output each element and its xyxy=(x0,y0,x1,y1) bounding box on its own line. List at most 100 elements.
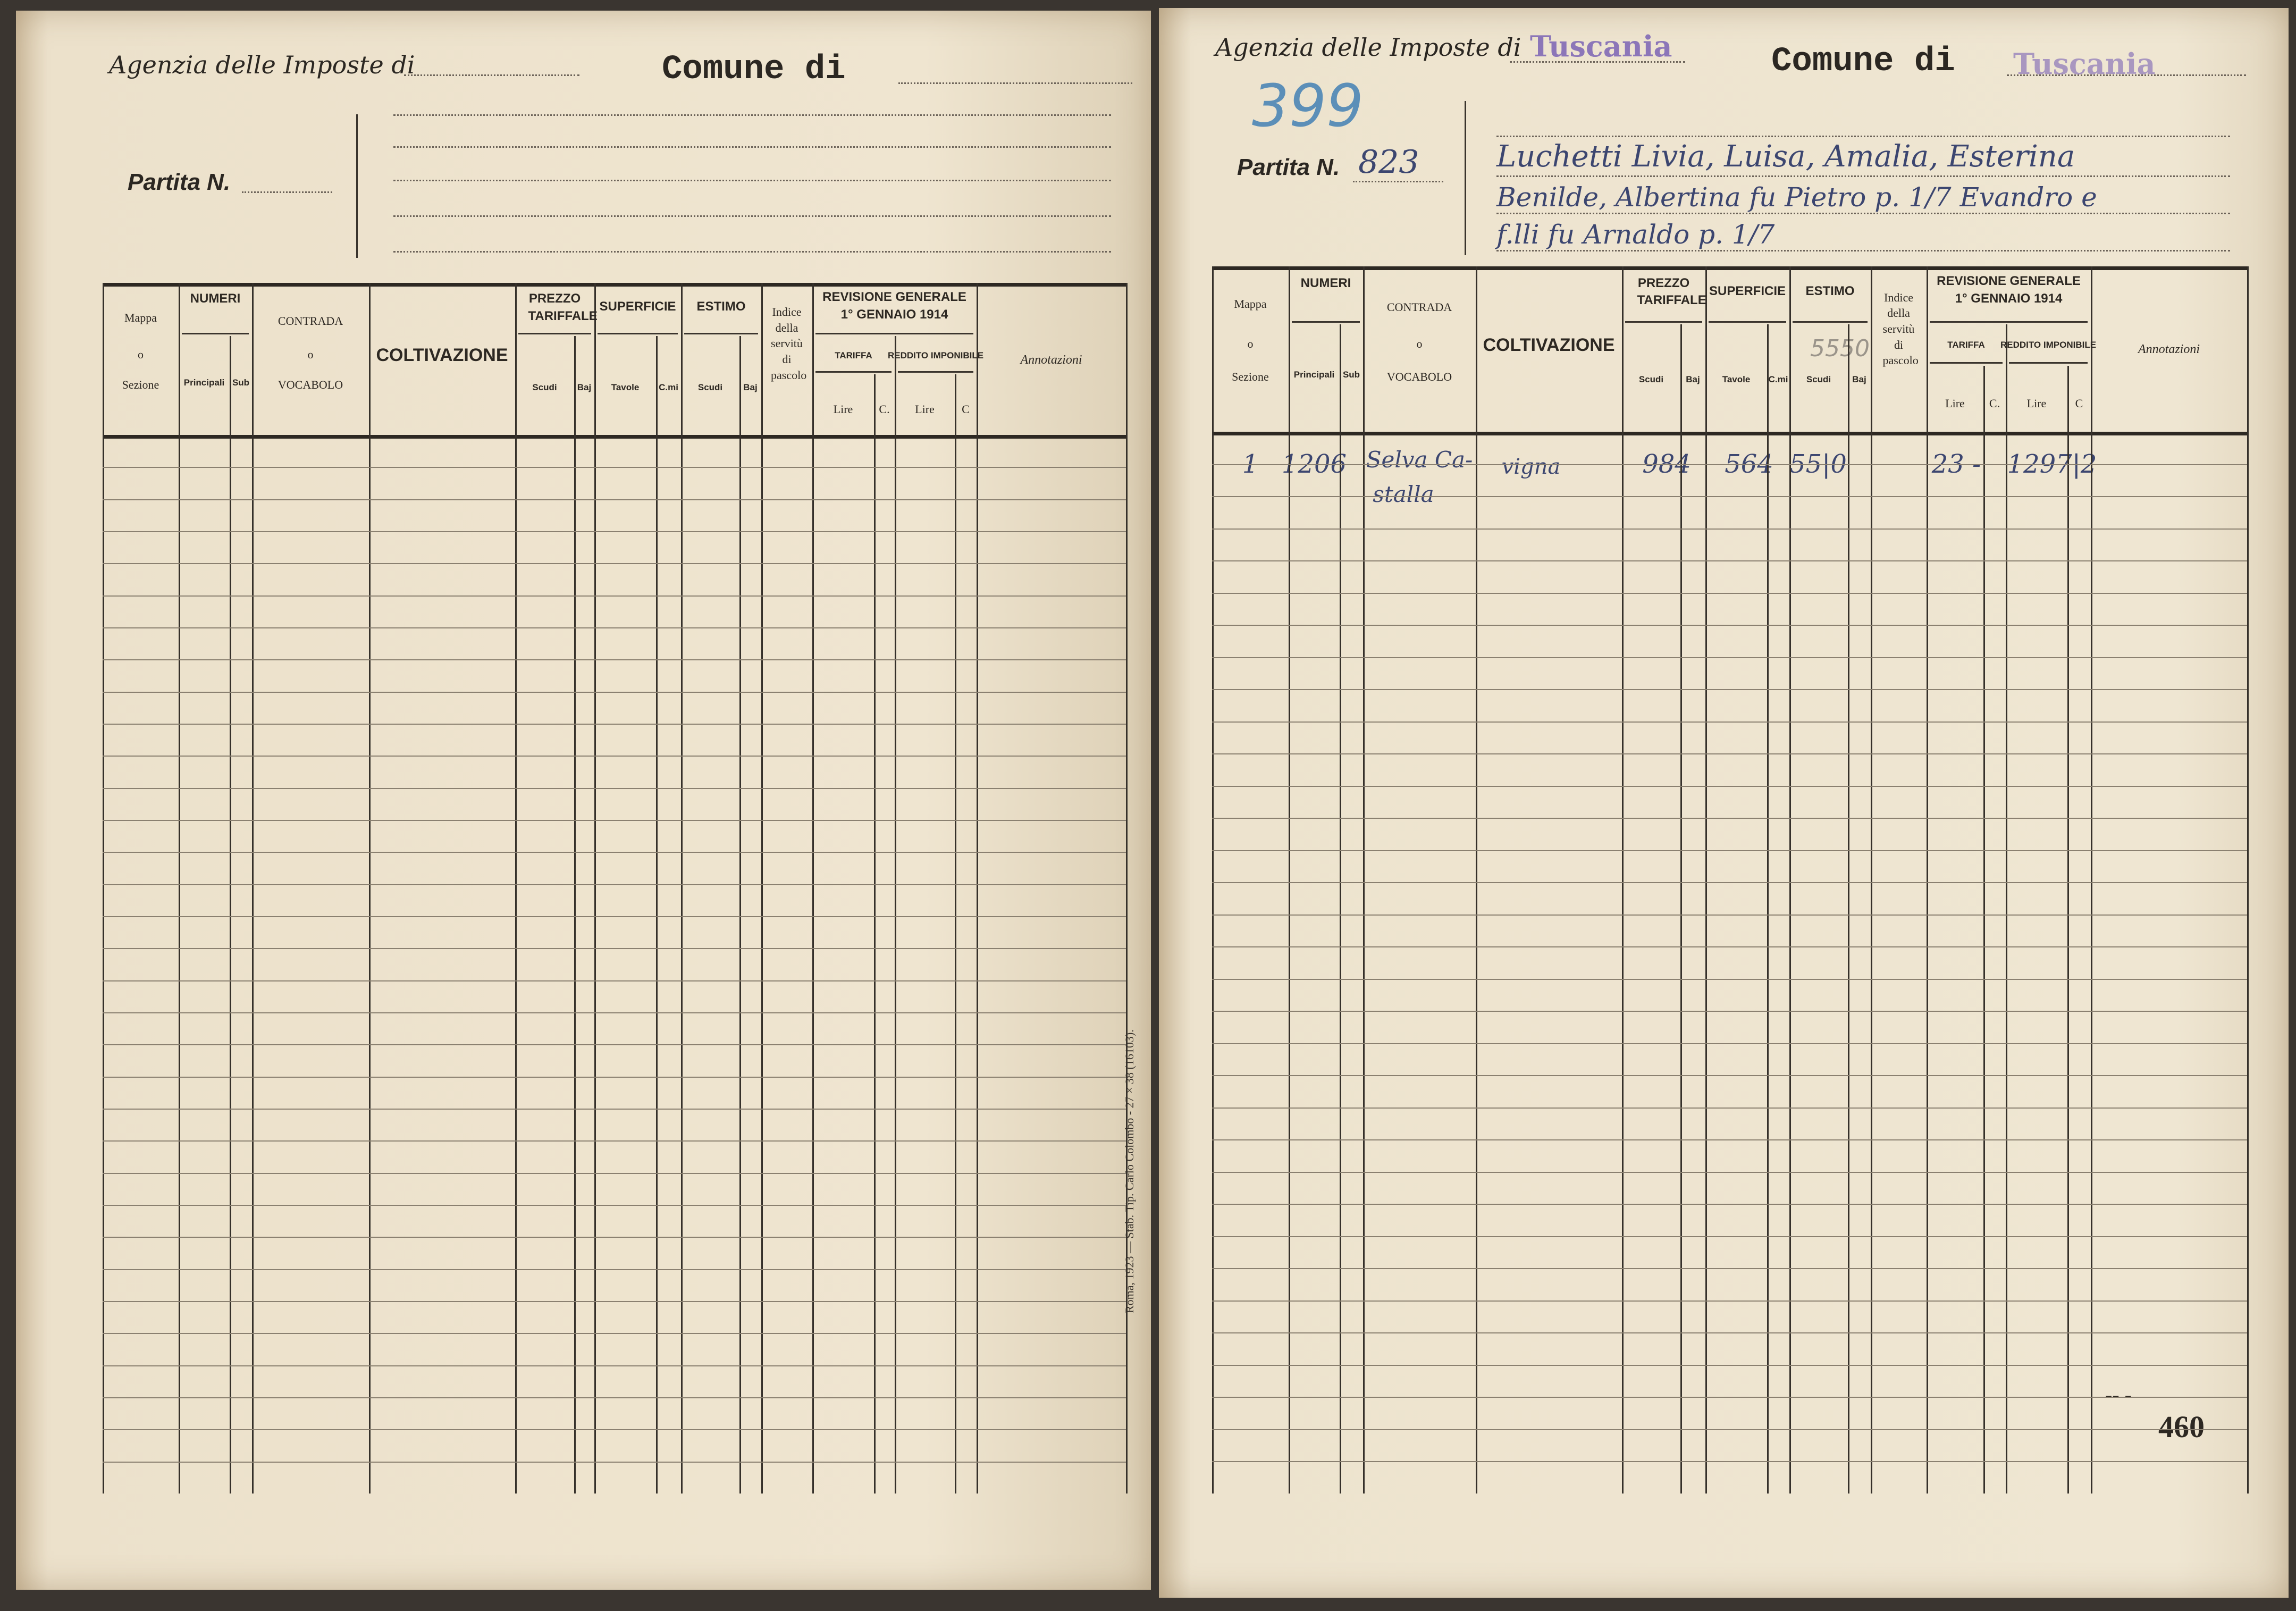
header-subrule xyxy=(815,333,973,335)
header-annotazioni: Annotazioni xyxy=(1020,353,1082,367)
partita-number: 823 xyxy=(1358,144,1419,181)
row-rule xyxy=(1212,625,2247,626)
row-rule xyxy=(1212,1236,2247,1237)
row-rule xyxy=(1212,1429,2247,1430)
row-rule xyxy=(1212,528,2247,530)
partita-label-right: Partita N. xyxy=(1237,154,1340,180)
column-divider xyxy=(2091,266,2092,1493)
row-rule xyxy=(1212,882,2247,884)
column-divider xyxy=(1767,324,1769,1493)
column-divider xyxy=(1126,283,1128,1493)
entry-coltivazione: vigna xyxy=(1501,455,1561,479)
header-lire-2: Lire xyxy=(2026,396,2047,410)
column-divider xyxy=(739,336,741,1493)
header-subrule xyxy=(684,333,758,335)
header-vocabolo: VOCABOLO xyxy=(1386,370,1452,383)
owner-line-left xyxy=(393,180,1111,181)
row-rule xyxy=(103,1461,1126,1463)
header-superficie: SUPERFICIE xyxy=(599,299,676,314)
row-rule xyxy=(103,724,1126,725)
column-divider xyxy=(1340,324,1341,1493)
header-prezzo: PREZZO TARIFFALE xyxy=(1637,275,1706,307)
row-rule xyxy=(103,1109,1126,1110)
agenzia-label-left: Agenzia delle Imposte di xyxy=(109,51,415,79)
column-divider xyxy=(895,336,896,1493)
header-estimo: ESTIMO xyxy=(696,299,746,314)
header-contrada: CONTRADA xyxy=(1386,300,1452,314)
row-rule xyxy=(1212,1300,2247,1302)
header-superficie: SUPERFICIE xyxy=(1709,284,1786,299)
row-rule xyxy=(1212,592,2247,594)
row-rule xyxy=(1212,657,2247,658)
entry-contrada-2: stalla xyxy=(1373,481,1434,507)
header-numeri: NUMERI xyxy=(1300,275,1351,290)
column-divider xyxy=(1363,266,1365,1493)
header-prezzo: PREZZO TARIFFALE xyxy=(528,291,598,323)
column-divider xyxy=(1789,266,1791,1493)
header-revisione: REVISIONE GENERALE 1° GENNAIO 1914 xyxy=(1937,274,2081,306)
row-rule xyxy=(103,627,1126,628)
column-divider xyxy=(515,283,517,1493)
row-rule xyxy=(103,1269,1126,1270)
column-divider xyxy=(656,336,658,1493)
row-rule xyxy=(103,1205,1126,1206)
header-indice: Indice della servitù di pascolo xyxy=(771,305,807,382)
column-divider xyxy=(594,283,596,1493)
row-rule xyxy=(1212,1332,2247,1334)
row-rule xyxy=(1212,1043,2247,1044)
column-divider xyxy=(1289,266,1290,1493)
column-divider xyxy=(681,283,683,1493)
header-tariffa: TARIFFA xyxy=(1947,339,1985,350)
pencil-estimo-note: 5550 xyxy=(1810,335,1870,362)
row-rule xyxy=(1212,1171,2247,1173)
partita-label-left: Partita N. xyxy=(128,169,231,195)
row-rule xyxy=(103,980,1126,981)
row-rule xyxy=(103,1140,1126,1142)
header-estimo-baj: Baj xyxy=(1852,374,1866,385)
header-subrule xyxy=(518,333,591,335)
row-rule xyxy=(103,852,1126,853)
header-bottom-rule xyxy=(103,435,1126,439)
header-subrule xyxy=(898,371,973,373)
header-sezione: Sezione xyxy=(1232,370,1269,383)
row-rule xyxy=(103,1237,1126,1238)
owner-line-right xyxy=(1496,175,2230,177)
owner-line-right xyxy=(1496,213,2230,214)
column-divider xyxy=(252,283,254,1493)
header-revisione: REVISIONE GENERALE 1° GENNAIO 1914 xyxy=(822,290,966,322)
header-reddito: REDDITO IMPONIBILE xyxy=(887,350,984,360)
row-rule xyxy=(1212,1139,2247,1141)
header-c: C. xyxy=(879,402,890,416)
row-rule xyxy=(1212,978,2247,980)
header-subrule xyxy=(598,333,678,335)
partita-blank-right xyxy=(1353,181,1443,182)
header-mappa: Mappa xyxy=(124,311,157,325)
agenzia-stamp: Tuscania xyxy=(1530,29,1672,63)
comune-label-right: Comune di xyxy=(1771,43,1955,81)
row-rule xyxy=(1212,1107,2247,1109)
row-rule xyxy=(103,756,1126,757)
row-rule xyxy=(1212,785,2247,787)
row-rule xyxy=(1212,1204,2247,1205)
header-baj: Baj xyxy=(577,382,592,392)
column-divider xyxy=(874,374,876,1493)
owner-line-1: Luchetti Livia, Luisa, Amalia, Esterina xyxy=(1496,139,2075,174)
owner-line-right xyxy=(1496,136,2230,137)
row-rule xyxy=(1212,721,2247,723)
header-subrule xyxy=(1625,321,1702,323)
header-subrule xyxy=(2009,362,2088,364)
comune-label-left: Comune di xyxy=(662,51,846,89)
header-contrada-o: o xyxy=(1416,337,1423,350)
column-divider xyxy=(1476,266,1477,1493)
column-divider xyxy=(761,283,763,1493)
header-subrule xyxy=(1793,321,1868,323)
row-rule xyxy=(1212,464,2247,465)
header-cmi: C.mi xyxy=(659,382,678,392)
owner-line-2: Benilde, Albertina fu Pietro p. 1/7 Evan… xyxy=(1496,182,2097,213)
header-coltivazione: COLTIVAZIONE xyxy=(376,345,508,366)
column-divider xyxy=(1212,266,1214,1493)
page-dashes: -- - xyxy=(2105,1383,2132,1407)
header-c-2: C xyxy=(962,402,970,416)
row-rule xyxy=(103,787,1126,789)
row-rule xyxy=(103,884,1126,885)
